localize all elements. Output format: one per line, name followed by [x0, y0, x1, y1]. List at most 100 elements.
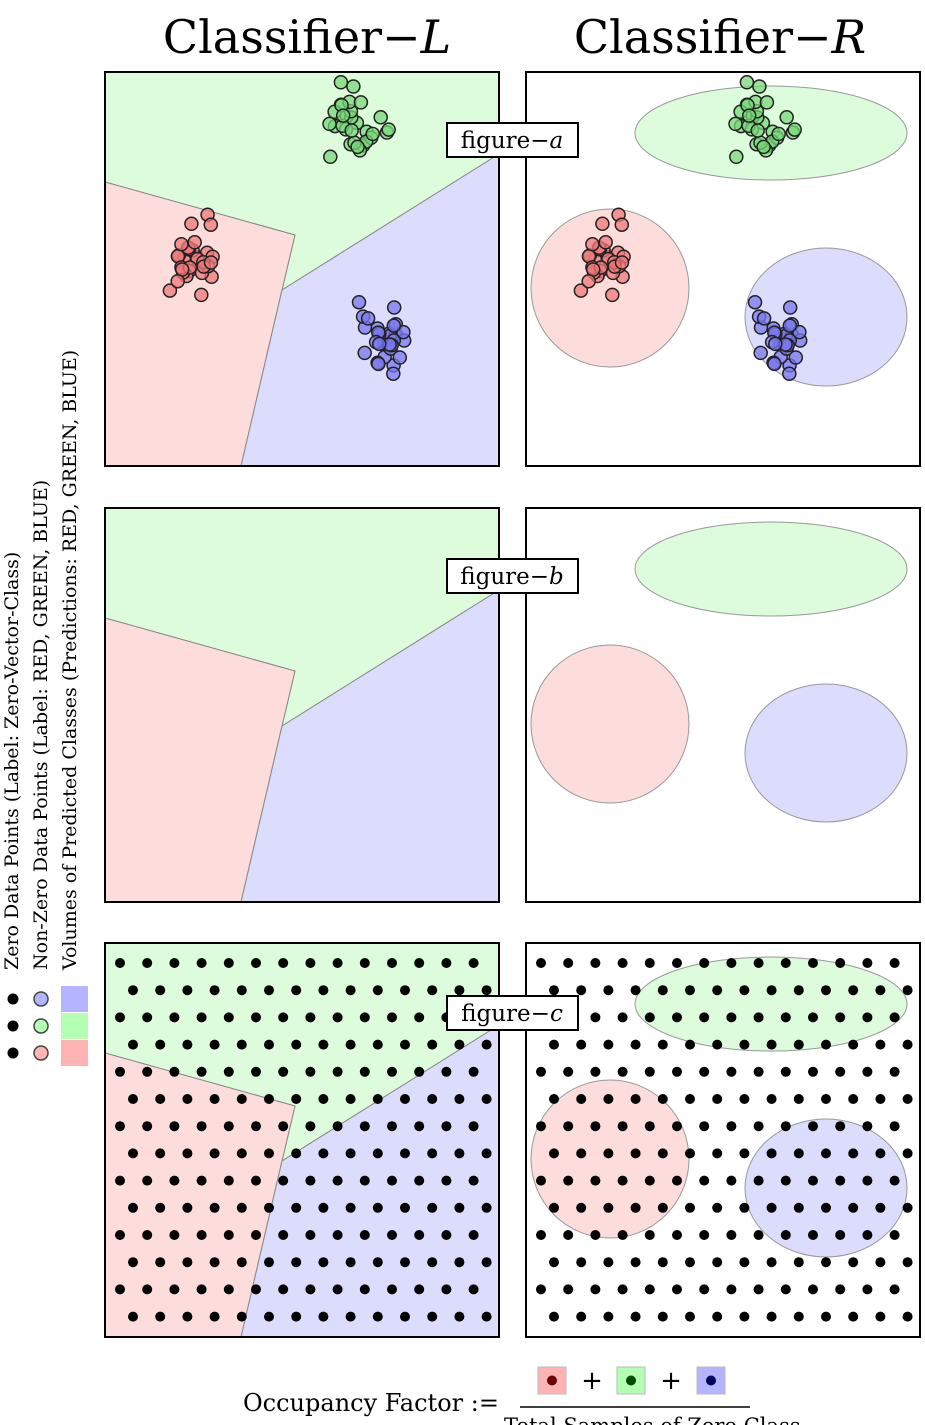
- zero-data-point: [835, 1175, 846, 1186]
- blue-data-point: [360, 311, 376, 326]
- zero-data-point: [223, 1175, 234, 1186]
- zero-data-point: [699, 1230, 710, 1240]
- zero-data-point: [739, 1311, 750, 1322]
- zero-data-point: [889, 1230, 900, 1240]
- svg-text:figure−a: figure−a: [461, 128, 563, 154]
- zero-data-point: [590, 1121, 601, 1132]
- zero-data-point: [169, 1012, 180, 1023]
- zero-data-point: [644, 1012, 655, 1023]
- zero-data-point: [264, 1094, 274, 1104]
- zero-data-point: [115, 1230, 125, 1240]
- zero-data-point: [372, 1257, 383, 1268]
- zero-data-point: [345, 1148, 356, 1159]
- green-data-point: [752, 79, 767, 94]
- figure-label-c: figure−c: [446, 995, 579, 1031]
- zero-data-point: [699, 958, 710, 968]
- zero-data-point: [590, 1284, 601, 1295]
- zero-data-point: [251, 1012, 261, 1023]
- zero-data-point: [739, 1094, 750, 1104]
- zero-data-point: [862, 1284, 873, 1295]
- zero-data-point: [223, 1230, 234, 1240]
- zero-data-point: [576, 985, 587, 996]
- zero-data-point: [264, 1202, 274, 1213]
- zero-data-point: [345, 1257, 356, 1268]
- zero-data-point: [291, 1148, 302, 1159]
- zero-data-point: [672, 1284, 682, 1295]
- zero-data-point: [359, 1121, 370, 1132]
- zero-data-point: [332, 1012, 343, 1023]
- zero-data-point: [875, 1311, 886, 1322]
- zero-data-point: [223, 1284, 234, 1295]
- zero-data-point: [251, 1230, 261, 1240]
- zero-data-point: [251, 958, 261, 968]
- zero-data-point: [563, 1175, 574, 1186]
- zero-data-point: [712, 1094, 723, 1104]
- zero-data-point: [115, 1121, 125, 1132]
- green-data-point: [335, 108, 351, 123]
- zero-data-point: [332, 1175, 343, 1186]
- zero-data-point: [712, 1202, 723, 1213]
- zero-data-point: [481, 1148, 492, 1159]
- zero-data-point: [236, 1202, 247, 1213]
- zero-data-point: [808, 958, 818, 968]
- zero-data-point: [739, 1148, 750, 1159]
- zero-data-point: [644, 958, 655, 968]
- green-data-point: [323, 149, 338, 165]
- zero-data-point: [753, 958, 764, 968]
- zero-data-point: [182, 1148, 193, 1159]
- zero-data-point: [209, 1257, 220, 1268]
- zero-data-point: [359, 958, 370, 968]
- zero-data-point: [414, 958, 425, 968]
- zero-data-point: [549, 1257, 559, 1268]
- zero-data-point: [699, 1121, 710, 1132]
- zero-data-point: [821, 1257, 831, 1268]
- zero-data-point: [414, 1066, 425, 1077]
- zero-data-point: [726, 1066, 737, 1077]
- red-data-point: [203, 255, 219, 270]
- zero-data-point: [142, 1012, 153, 1023]
- zero-data-point: [387, 1175, 397, 1186]
- panel-frame: [525, 507, 921, 903]
- blue-data-point: [386, 318, 402, 333]
- zero-data-point: [808, 1175, 818, 1186]
- zero-data-point: [278, 1012, 289, 1023]
- blue-data-point: [357, 345, 372, 361]
- zero-data-point: [182, 1257, 193, 1268]
- zero-data-point: [169, 1121, 180, 1132]
- blue-data-point: [386, 366, 401, 381]
- zero-data-point: [128, 1311, 138, 1322]
- zero-data-point: [657, 1148, 668, 1159]
- zero-data-point: [780, 958, 791, 968]
- svg-text:figure−c: figure−c: [461, 1001, 563, 1027]
- zero-data-point: [889, 1175, 900, 1186]
- zero-data-point: [902, 1094, 913, 1104]
- zero-data-point: [536, 958, 546, 968]
- red-data-point: [595, 216, 610, 232]
- zero-data-point: [332, 1066, 343, 1077]
- zero-data-point: [603, 1039, 614, 1050]
- region-red: [530, 644, 690, 804]
- zero-data-point: [766, 1039, 777, 1050]
- zero-data-point: [889, 1012, 900, 1023]
- zero-data-point: [617, 1121, 628, 1132]
- zero-data-point: [712, 1148, 723, 1159]
- zero-data-point: [345, 1039, 356, 1050]
- green-data-point: [750, 123, 765, 138]
- green-data-point: [350, 139, 365, 155]
- blue-data-point: [747, 294, 763, 310]
- zero-data-point: [332, 1121, 343, 1132]
- formula-term-blue: [696, 1366, 726, 1395]
- zero-data-point: [318, 985, 329, 996]
- zero-data-point: [155, 985, 166, 996]
- zero-data-point: [889, 1284, 900, 1295]
- zero-data-point: [468, 958, 479, 968]
- zero-data-point: [630, 1039, 641, 1050]
- zero-data-point: [536, 1230, 546, 1240]
- zero-data-point: [576, 1257, 587, 1268]
- figure-label-a: figure−a: [446, 122, 579, 158]
- zero-data-point: [780, 1175, 791, 1186]
- zero-data-point: [454, 1039, 465, 1050]
- zero-data-point: [481, 1311, 492, 1322]
- zero-data-point: [726, 1284, 737, 1295]
- red-data-point: [614, 255, 630, 270]
